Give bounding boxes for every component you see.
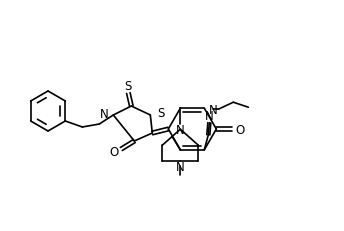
Text: S: S [157, 107, 165, 120]
Text: N: N [176, 160, 185, 173]
Text: O: O [236, 123, 245, 136]
Text: O: O [110, 145, 119, 158]
Text: N: N [99, 108, 108, 121]
Text: S: S [125, 80, 132, 93]
Text: N: N [205, 110, 214, 123]
Text: N: N [209, 103, 218, 116]
Text: N: N [176, 123, 185, 136]
